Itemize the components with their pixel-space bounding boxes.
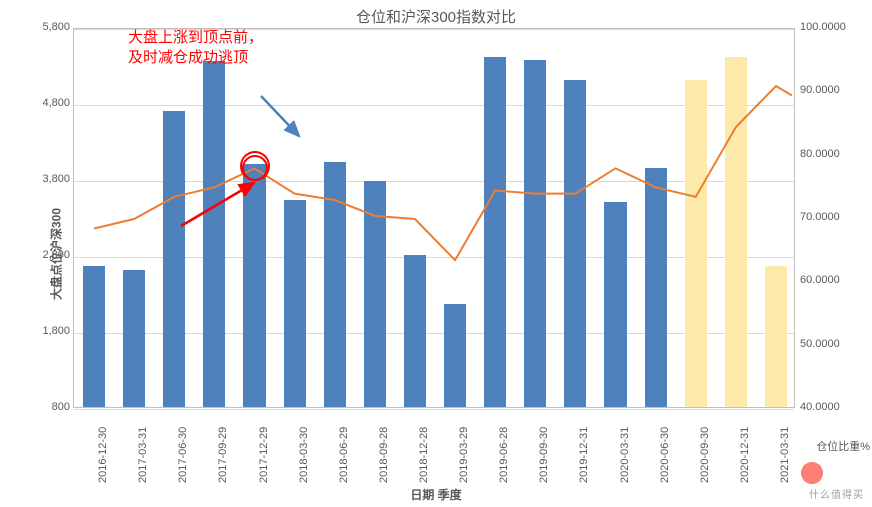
- x-tick: 2017-06-30: [177, 427, 189, 483]
- chart-title: 仓位和沪深300指数对比: [356, 6, 516, 27]
- x-tick: 2018-03-30: [298, 427, 310, 483]
- y-tick-right: 50.0000: [800, 338, 860, 350]
- bar: [404, 255, 426, 407]
- y-tick-left: 4,800: [10, 97, 70, 109]
- bar: [163, 111, 185, 407]
- y-tick-left: 3,800: [10, 173, 70, 185]
- y-tick-left: 1,800: [10, 325, 70, 337]
- bar: [484, 57, 506, 407]
- y-tick-left: 800: [10, 401, 70, 413]
- watermark: 什么值得买: [792, 461, 864, 501]
- x-tick: 2017-03-31: [137, 427, 149, 483]
- bar: [524, 60, 546, 407]
- x-tick: 2017-09-29: [217, 427, 229, 483]
- bar: [564, 80, 586, 407]
- x-axis-label: 日期 季度: [410, 486, 461, 503]
- bar: [444, 304, 466, 407]
- x-tick: 2019-12-31: [578, 427, 590, 483]
- y-tick-right: 60.0000: [800, 274, 860, 286]
- x-tick: 2016-12-30: [97, 427, 109, 483]
- y-tick-right: 70.0000: [800, 211, 860, 223]
- bar: [324, 162, 346, 407]
- y-tick-right: 40.0000: [800, 401, 860, 413]
- x-tick: 2020-06-30: [659, 427, 671, 483]
- x-tick: 2020-12-31: [739, 427, 751, 483]
- bar: [83, 266, 105, 407]
- bar: [284, 200, 306, 407]
- x-tick: 2020-09-30: [699, 427, 711, 483]
- annotation-line-2: 及时减仓成功逃顶: [128, 49, 248, 66]
- x-tick: 2021-03-31: [779, 427, 791, 483]
- y-tick-right: 100.0000: [800, 21, 860, 33]
- y-tick-left: 5,800: [10, 21, 70, 33]
- x-tick: 2019-06-28: [498, 427, 510, 483]
- bar: [203, 61, 225, 407]
- x-tick: 2019-09-30: [538, 427, 550, 483]
- x-tick: 2020-03-31: [619, 427, 631, 483]
- bar: [243, 164, 265, 407]
- y-tick-right: 80.0000: [800, 148, 860, 160]
- annotation-line-1: 大盘上涨到顶点前，: [128, 29, 263, 46]
- x-tick: 2019-03-29: [458, 427, 470, 483]
- highlight-circle: [242, 155, 268, 181]
- y-tick-right: 90.0000: [800, 84, 860, 96]
- bar: [645, 168, 667, 407]
- bar: [364, 181, 386, 407]
- x-tick: 2017-12-29: [258, 427, 270, 483]
- x-tick: 2018-06-29: [338, 427, 350, 483]
- annotation-text: 大盘上涨到顶点前， 及时减仓成功逃顶: [128, 28, 263, 69]
- plot-area: [73, 28, 795, 408]
- y-tick-left: 2,800: [10, 249, 70, 261]
- right-axis-legend: 仓位比重%: [816, 438, 870, 454]
- x-tick: 2018-12-28: [418, 427, 430, 483]
- watermark-text: 什么值得买: [809, 486, 864, 501]
- watermark-icon: [803, 465, 821, 483]
- bar: [725, 57, 747, 407]
- gridline: [74, 409, 794, 410]
- bar: [123, 270, 145, 407]
- bar: [765, 266, 787, 407]
- x-tick: 2018-09-28: [378, 427, 390, 483]
- bar: [604, 202, 626, 407]
- bar: [685, 80, 707, 407]
